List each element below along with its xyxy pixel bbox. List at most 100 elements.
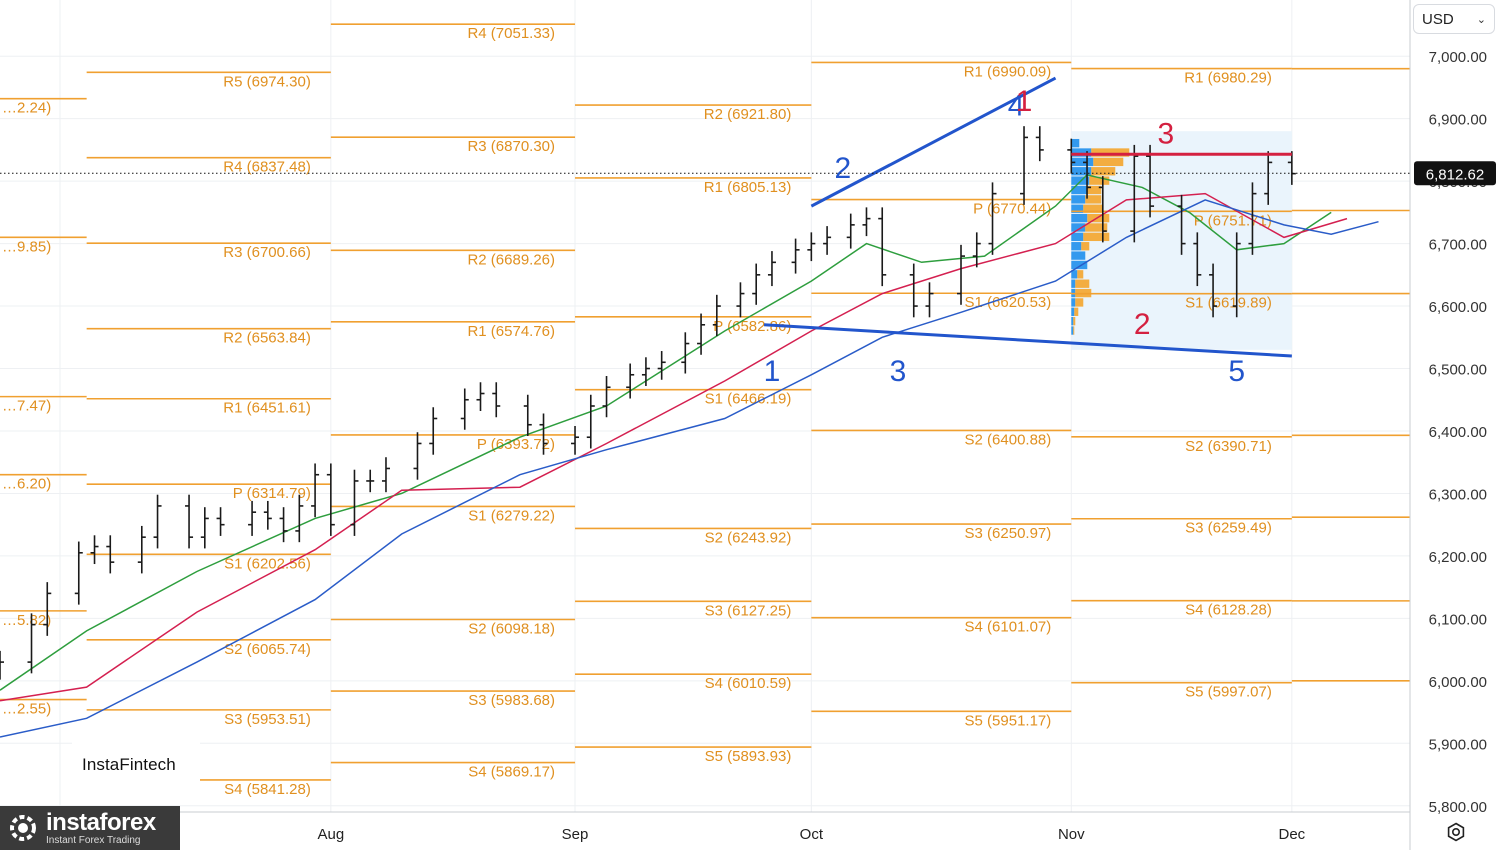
- volume-profile-bar-blue: [1071, 298, 1076, 307]
- logo-text: instaforex: [46, 808, 156, 836]
- volume-profile-bar-orange: [1075, 279, 1090, 288]
- gear-icon: [1447, 822, 1465, 842]
- trendline: [810, 76, 1057, 208]
- volume-profile-bar-blue: [1071, 326, 1074, 335]
- pivot-level-label: S1 (6620.53): [965, 294, 1052, 311]
- last-price-label: 6,812.62: [1426, 166, 1484, 183]
- pivot-level-label: S3 (5983.68): [468, 692, 555, 709]
- volume-profile-bar-blue: [1071, 223, 1086, 232]
- pivot-level-label: P (6751.71): [1194, 212, 1272, 229]
- volume-profile-bar-blue: [1071, 307, 1075, 316]
- pivot-level-label: S2 (6065.74): [224, 641, 311, 658]
- volume-profile-bar-blue: [1071, 148, 1092, 157]
- pivot-level-label: S4 (6101.07): [965, 619, 1052, 636]
- volume-profile-bar-orange: [1087, 213, 1110, 223]
- volume-profile-bar-blue: [1071, 167, 1092, 176]
- volume-profile-bar-orange: [1081, 242, 1090, 251]
- price-axis-bg: [1410, 0, 1500, 850]
- wave-label: 1: [1016, 85, 1033, 118]
- gear-logo-icon: [10, 815, 36, 841]
- pivot-level-label: S3 (6250.97): [965, 525, 1052, 542]
- pivot-level-label: R1 (6805.13): [704, 179, 792, 196]
- volume-profile-bar-blue: [1071, 270, 1078, 279]
- pivot-level-label: …2.24): [2, 100, 51, 117]
- pivot-level-label: …7.47): [2, 398, 51, 415]
- volume-profile-bar-blue: [1071, 213, 1088, 223]
- pivot-level-label: R1 (6980.29): [1184, 70, 1272, 87]
- pivot-level-label: S5 (5997.07): [1185, 684, 1272, 701]
- pivot-level-label: S2 (6098.18): [468, 621, 555, 638]
- pivot-level-label: S2 (6243.92): [705, 529, 792, 546]
- price-axis-tick-label: 6,600.00: [1429, 299, 1487, 316]
- price-axis-tick-label: 5,900.00: [1429, 736, 1487, 753]
- pivot-level-label: S4 (5841.28): [224, 781, 311, 798]
- pivot-level-label: P (6582.86): [713, 318, 791, 335]
- pivot-level-label: S3 (5953.51): [224, 711, 311, 728]
- pivot-level-label: S5 (5893.93): [705, 748, 792, 765]
- volume-profile-bar-orange: [1083, 204, 1104, 213]
- pivot-level-label: …6.20): [2, 476, 51, 493]
- pivot-level-label: R1 (6451.61): [223, 400, 311, 417]
- pivot-level-label: S1 (6619.89): [1185, 295, 1272, 312]
- volume-profile-bar-blue: [1071, 138, 1080, 148]
- wave-label: 2: [835, 152, 852, 185]
- pivot-level-label: R1 (6574.76): [467, 323, 555, 340]
- moving-average-line: [0, 174, 1332, 691]
- volume-profile-bar-blue: [1071, 260, 1088, 270]
- wave-label: 1: [764, 355, 781, 388]
- price-axis-tick-label: 6,300.00: [1429, 486, 1487, 503]
- volume-profile-bar-orange: [1073, 326, 1075, 335]
- volume-profile-bar-blue: [1071, 204, 1084, 213]
- pivot-level-label: R3 (6870.30): [467, 138, 555, 155]
- pivot-level-label: S2 (6390.71): [1185, 438, 1272, 455]
- brand-label: InstaFintech: [82, 755, 176, 774]
- pivot-level-label: P (6314.79): [233, 485, 311, 502]
- pivot-level-label: …9.85): [2, 238, 51, 255]
- pivot-level-label: S4 (6010.59): [705, 675, 792, 692]
- volume-profile-bar-orange: [1085, 195, 1102, 204]
- volume-profile-bar-blue: [1071, 195, 1086, 204]
- pivot-level-label: P (6770.44): [973, 201, 1051, 218]
- pivot-level-label: S2 (6400.88): [965, 431, 1052, 448]
- pivot-level-label: R1 (6990.09): [964, 63, 1052, 80]
- price-axis-tick-label: 6,000.00: [1429, 674, 1487, 691]
- currency-value: USD: [1422, 10, 1454, 28]
- pivot-level-label: R2 (6563.84): [223, 330, 311, 347]
- time-axis-label: Oct: [800, 826, 824, 843]
- time-axis-label: Nov: [1058, 826, 1085, 843]
- watermark-brand: InstaFintech: [72, 738, 200, 792]
- volume-profile-bar-blue: [1071, 232, 1084, 242]
- price-axis-tick-label: 5,800.00: [1429, 799, 1487, 816]
- currency-dropdown[interactable]: USD ⌄: [1413, 4, 1495, 34]
- price-axis-tick-label: 7,000.00: [1429, 49, 1487, 66]
- chevron-down-icon: ⌄: [1476, 13, 1486, 26]
- settings-button[interactable]: [1444, 820, 1468, 844]
- time-axis-label: Aug: [317, 826, 344, 843]
- instaforex-logo: instaforex Instant Forex Trading: [0, 806, 180, 850]
- pivot-level-label: R3 (6700.66): [223, 244, 311, 261]
- wave-label: 4: [1008, 90, 1025, 123]
- pivot-level-label: S4 (6128.28): [1185, 602, 1272, 619]
- pivot-level-label: S1 (6279.22): [468, 507, 555, 524]
- volume-profile-bar-blue: [1071, 279, 1076, 288]
- moving-average-line: [0, 199, 1379, 738]
- price-axis-tick-label: 6,200.00: [1429, 549, 1487, 566]
- volume-profile-bar-orange: [1085, 223, 1108, 232]
- price-axis-tick-label: 6,400.00: [1429, 424, 1487, 441]
- volume-profile-bar-orange: [1089, 176, 1110, 185]
- volume-profile-bar-orange: [1075, 298, 1084, 307]
- volume-profile-bar-blue: [1071, 185, 1088, 195]
- pivot-level-label: S4 (5869.17): [468, 764, 555, 781]
- logo-subtext: Instant Forex Trading: [46, 834, 141, 846]
- time-axis-label: Dec: [1278, 826, 1305, 843]
- volume-profile-bar-orange: [1087, 185, 1102, 195]
- price-axis-tick-label: 6,700.00: [1429, 237, 1487, 254]
- pivot-level-label: R2 (6921.80): [704, 106, 792, 123]
- pivot-level-label: …2.55): [2, 701, 51, 718]
- pivot-level-label: S3 (6259.49): [1185, 520, 1272, 537]
- pivot-level-label: R5 (6974.30): [223, 73, 311, 90]
- pivot-level-label: …5.82): [2, 612, 51, 629]
- pivot-level-label: S5 (5951.17): [965, 712, 1052, 729]
